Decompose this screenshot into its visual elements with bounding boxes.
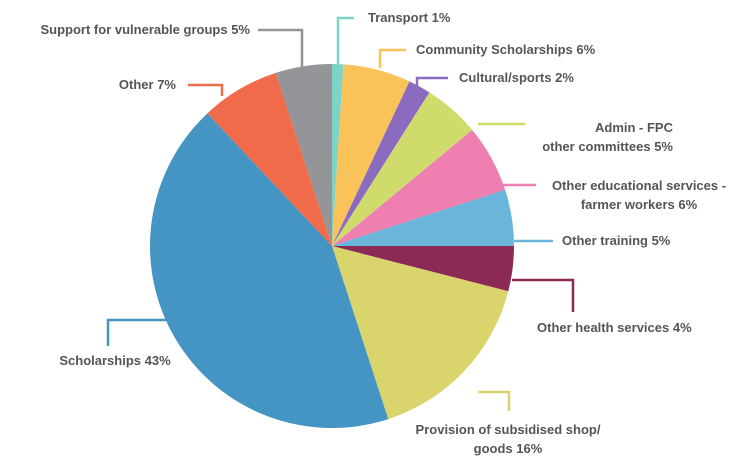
pie-slice bbox=[332, 64, 410, 247]
category-label: Scholarships bbox=[59, 353, 141, 368]
pie-slice bbox=[332, 64, 344, 246]
category-label: Community Scholarships bbox=[416, 42, 573, 57]
pie-slice bbox=[332, 246, 514, 292]
value-label: 6% bbox=[678, 197, 698, 212]
category-label: Provision of subsidised shop/ goods bbox=[415, 422, 601, 456]
value-label: 43% bbox=[144, 353, 171, 368]
leader-line bbox=[258, 28, 304, 68]
value-label: 1% bbox=[431, 10, 451, 25]
leader-line bbox=[336, 16, 354, 64]
slice-label: Other 7% bbox=[119, 75, 176, 94]
slice-label: Transport 1% bbox=[368, 8, 450, 27]
value-label: 7% bbox=[157, 77, 176, 92]
slice-label: Other educational services - farmer work… bbox=[552, 176, 726, 214]
leader-line bbox=[415, 76, 448, 88]
slice-label: Community Scholarships 6% bbox=[416, 40, 595, 59]
pie-slice bbox=[332, 92, 473, 246]
category-label: Support for vulnerable groups bbox=[40, 22, 228, 37]
pie-slice bbox=[207, 72, 332, 246]
slice-label: Scholarships 43% bbox=[59, 351, 170, 370]
pie-slice bbox=[332, 246, 509, 420]
pie-slice bbox=[150, 113, 389, 429]
leader-line bbox=[106, 318, 168, 346]
value-label: 5% bbox=[654, 139, 673, 154]
slice-label: Cultural/sports 2% bbox=[459, 68, 574, 87]
leader-line bbox=[378, 48, 406, 68]
slice-label: Provision of subsidised shop/ goods 16% bbox=[416, 420, 601, 457]
slice-label: Other health services 4% bbox=[537, 318, 692, 337]
category-label: Other training bbox=[562, 233, 648, 248]
value-label: 16% bbox=[516, 441, 543, 456]
pie-slice bbox=[275, 64, 332, 246]
slice-label: Admin - FPC other committees 5% bbox=[542, 118, 673, 156]
slice-label: Other training 5% bbox=[562, 231, 670, 250]
pie-slice bbox=[332, 129, 506, 246]
slice-label: Support for vulnerable groups 5% bbox=[41, 20, 251, 39]
category-label: Admin - FPC other committees bbox=[542, 120, 673, 154]
value-label: 2% bbox=[555, 70, 574, 85]
pie-slice bbox=[332, 81, 430, 247]
value-label: 5% bbox=[231, 22, 250, 37]
leader-line bbox=[478, 390, 511, 411]
category-label: Transport bbox=[368, 10, 428, 25]
value-label: 6% bbox=[576, 42, 596, 57]
leader-line bbox=[188, 83, 224, 96]
value-label: 4% bbox=[672, 320, 692, 335]
category-label: Other bbox=[118, 77, 154, 92]
leader-line bbox=[512, 278, 575, 312]
pie-slice bbox=[332, 189, 514, 246]
category-label: Other educational services - farmer work… bbox=[551, 178, 727, 212]
category-label: Cultural/sports bbox=[459, 70, 552, 85]
category-label: Other health services bbox=[537, 320, 670, 335]
value-label: 5% bbox=[651, 233, 671, 248]
